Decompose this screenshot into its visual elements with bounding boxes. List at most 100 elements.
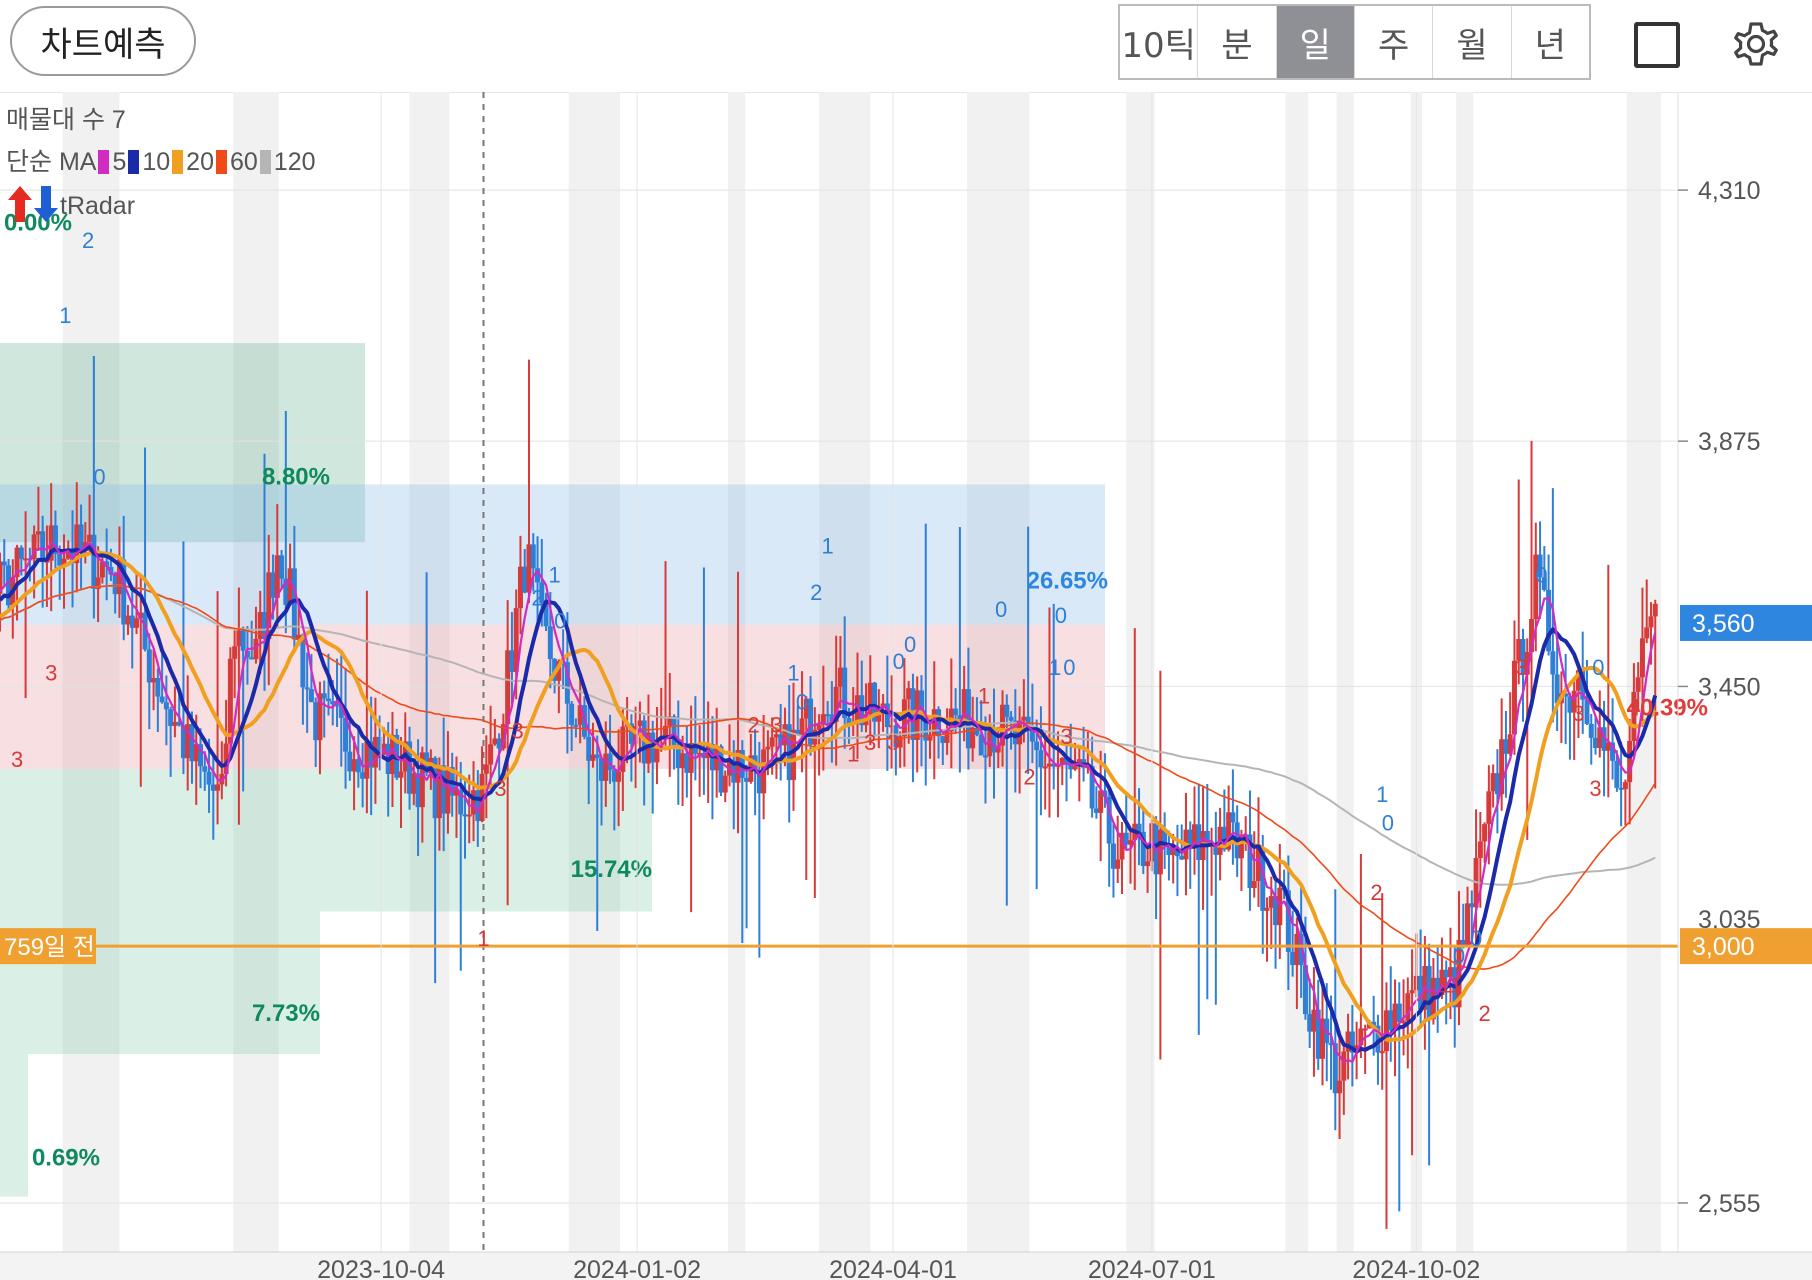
candle-body	[206, 771, 212, 785]
candle-body	[108, 566, 114, 575]
candle-body	[769, 737, 775, 747]
candle-body	[799, 718, 805, 735]
candle-body	[18, 547, 24, 560]
signal-label-29: 1	[1049, 655, 1061, 680]
candle-body	[419, 752, 425, 808]
candle-body	[104, 561, 110, 567]
candle-body	[1354, 1045, 1360, 1053]
candle-body	[654, 739, 660, 763]
candle-body	[1554, 674, 1560, 704]
candle-body	[1345, 1031, 1351, 1052]
period-week[interactable]: 주	[1355, 6, 1434, 78]
candle-body	[744, 777, 750, 782]
signal-label-10: 3	[511, 718, 523, 743]
candle-body	[889, 725, 895, 728]
candle-body	[1618, 787, 1624, 790]
candle-body	[163, 702, 169, 710]
signal-label-40: 3	[1515, 655, 1527, 680]
signal-label-11: 2	[531, 586, 543, 611]
candle-body	[1213, 844, 1219, 855]
candle-body	[1541, 577, 1547, 590]
candle-body	[1042, 766, 1048, 769]
candle-body	[1128, 840, 1134, 845]
period-day[interactable]: 일	[1276, 6, 1355, 78]
period-year[interactable]: 년	[1534, 25, 1566, 66]
tradar-label: tRadar	[60, 192, 136, 220]
candle-body	[321, 693, 327, 699]
candle-body	[927, 734, 933, 741]
candle-body	[872, 682, 878, 722]
candle-body	[1328, 1043, 1334, 1046]
candle-body	[52, 525, 58, 554]
signal-label-24: 0	[904, 632, 916, 657]
candle-body	[1264, 907, 1270, 911]
candle-body	[343, 717, 349, 752]
candle-body	[1550, 651, 1556, 675]
candle-body	[599, 758, 605, 781]
gap-stripe-8	[1285, 92, 1309, 1252]
ma-legend: 단순 MA 5 10 20 60 120	[6, 142, 316, 178]
candle-body	[1298, 933, 1304, 966]
candle-body	[334, 704, 340, 707]
candle-body	[432, 757, 438, 819]
gear-icon[interactable]	[1728, 16, 1784, 72]
candle-body	[1251, 881, 1257, 888]
candle-body	[168, 709, 174, 726]
ma60-line	[0, 584, 1656, 970]
square-icon[interactable]	[1634, 22, 1680, 68]
candle-body	[1418, 975, 1424, 1010]
candle-body	[667, 716, 673, 726]
candle-body	[61, 558, 67, 566]
candle-body	[663, 725, 669, 738]
candle-body	[23, 558, 29, 561]
candle-body	[1601, 727, 1607, 751]
candle-body	[820, 714, 826, 725]
candle-body	[1064, 757, 1070, 765]
candle-body	[240, 630, 246, 651]
candle-body	[249, 657, 255, 660]
candle-body	[453, 789, 459, 796]
candle-body	[1256, 847, 1261, 882]
candle-body	[965, 689, 971, 749]
candle-body	[982, 755, 988, 758]
candle-body	[87, 534, 93, 543]
candle-body	[1038, 750, 1044, 768]
candle-body	[253, 638, 259, 660]
candle-body	[1162, 829, 1168, 844]
candle-body	[1226, 812, 1232, 850]
candle-body	[1179, 856, 1185, 860]
candle-body	[991, 731, 997, 753]
x-tick-label-1: 2024-01-02	[573, 1256, 701, 1280]
candle-body	[291, 568, 297, 640]
period-month[interactable]: 월	[1433, 6, 1512, 78]
price-chart[interactable]: 1021203331321023011213300001210310211002…	[0, 92, 1812, 1280]
candle-body	[1341, 1051, 1347, 1081]
signal-label-7: 3	[11, 747, 23, 772]
candle-body	[0, 561, 3, 594]
candle-body	[210, 784, 216, 791]
candle-body	[1302, 965, 1308, 1015]
volume-profile-bar-5	[0, 1054, 28, 1197]
candle-body	[1614, 760, 1620, 788]
candle-body	[884, 703, 890, 728]
candle-body	[1166, 843, 1172, 856]
candle-body	[471, 790, 477, 815]
candle-body	[842, 667, 848, 719]
candle-body	[846, 718, 852, 725]
signal-label-15: 3	[770, 713, 782, 738]
candle-body	[1375, 1025, 1381, 1053]
candle-body	[1332, 1043, 1338, 1094]
chart-predict-button[interactable]: 차트예측	[10, 6, 196, 76]
period-10tick[interactable]: 10틱	[1120, 6, 1199, 78]
candle-body	[816, 724, 822, 730]
period-minute[interactable]: 분	[1198, 6, 1277, 78]
ma120-swatch	[259, 150, 271, 174]
candle-body	[1123, 832, 1129, 845]
x-tick-label-2: 2024-04-01	[829, 1256, 957, 1280]
candle-body	[825, 714, 831, 717]
candle-body	[1145, 861, 1151, 867]
signal-label-37: 0	[1453, 943, 1465, 968]
candle-body	[215, 784, 221, 791]
candle-body	[308, 689, 314, 703]
candle-body	[1319, 1018, 1325, 1059]
